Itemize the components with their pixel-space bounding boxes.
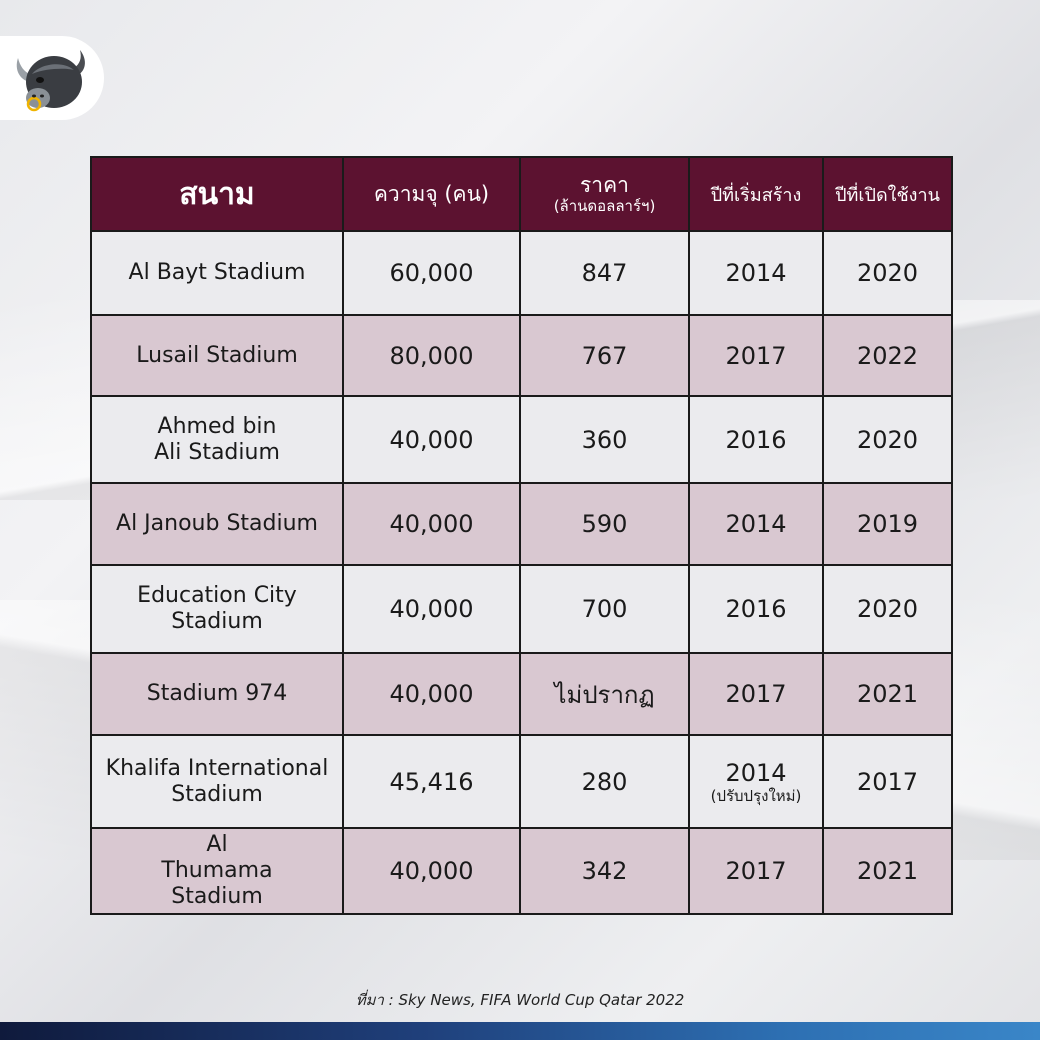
cell-open-year: 2020: [822, 395, 953, 484]
table-header-row: สนาม ความจุ (คน) ราคา (ล้านดอลลาร์ฯ) ปีท…: [90, 156, 953, 232]
header-open-year: ปีที่เปิดใช้งาน: [822, 156, 953, 232]
cell-capacity: 45,416: [342, 734, 521, 829]
table-row: Al Bayt Stadium 60,000 847 2014 2020: [90, 230, 953, 316]
cell-stadium-name: Stadium 974: [90, 652, 344, 736]
cell-price: 360: [519, 395, 690, 484]
table-row: Education City Stadium 40,000 700 2016 2…: [90, 564, 953, 654]
cell-open-year: 2019: [822, 482, 953, 566]
cell-stadium-name: Lusail Stadium: [90, 314, 344, 397]
stadium-table: สนาม ความจุ (คน) ราคา (ล้านดอลลาร์ฯ) ปีท…: [90, 156, 953, 915]
header-start-year: ปีที่เริ่มสร้าง: [688, 156, 824, 232]
cell-price: 280: [519, 734, 690, 829]
cell-start-year-value: 2014: [725, 758, 787, 787]
bottom-bar: [0, 1022, 1040, 1040]
cell-start-year: 2017: [688, 652, 824, 736]
cell-stadium-name: Al Thumama Stadium: [90, 827, 344, 915]
cell-stadium-name: Al Janoub Stadium: [90, 482, 344, 566]
header-price-unit: (ล้านดอลลาร์ฯ): [553, 197, 656, 215]
cell-capacity: 40,000: [342, 482, 521, 566]
cell-stadium-name: Ahmed bin Ali Stadium: [90, 395, 344, 484]
header-price: ราคา (ล้านดอลลาร์ฯ): [519, 156, 690, 232]
cell-price: 700: [519, 564, 690, 654]
logo: [0, 36, 104, 120]
table-row: Lusail Stadium 80,000 767 2017 2022: [90, 314, 953, 397]
cell-start-year: 2017: [688, 827, 824, 915]
cell-open-year: 2022: [822, 314, 953, 397]
cell-price: ไม่ปรากฏ: [519, 652, 690, 736]
cell-capacity: 80,000: [342, 314, 521, 397]
cell-capacity: 40,000: [342, 395, 521, 484]
source-caption: ที่มา : Sky News, FIFA World Cup Qatar 2…: [355, 991, 685, 1009]
table-row: Al Janoub Stadium 40,000 590 2014 2019: [90, 482, 953, 566]
cell-start-year: 2014: [688, 482, 824, 566]
cell-price: 342: [519, 827, 690, 915]
cell-stadium-name: Khalifa International Stadium: [90, 734, 344, 829]
cell-price: 767: [519, 314, 690, 397]
cell-open-year: 2021: [822, 652, 953, 736]
cell-price: 590: [519, 482, 690, 566]
cell-capacity: 40,000: [342, 652, 521, 736]
bull-head-icon: [16, 50, 85, 112]
cell-price: 847: [519, 230, 690, 316]
header-stadium: สนาม: [90, 156, 344, 232]
cell-open-year: 2020: [822, 564, 953, 654]
cell-open-year: 2020: [822, 230, 953, 316]
cell-capacity: 40,000: [342, 564, 521, 654]
table-row: Al Thumama Stadium 40,000 342 2017 2021: [90, 827, 953, 915]
cell-open-year: 2021: [822, 827, 953, 915]
header-price-label: ราคา: [580, 173, 629, 197]
table-row: Ahmed bin Ali Stadium 40,000 360 2016 20…: [90, 395, 953, 484]
cell-stadium-name: Al Bayt Stadium: [90, 230, 344, 316]
cell-start-year-note: (ปรับปรุงใหม่): [710, 786, 802, 805]
cell-start-year: 2016: [688, 564, 824, 654]
cell-start-year: 2016: [688, 395, 824, 484]
cell-stadium-name: Education City Stadium: [90, 564, 344, 654]
table-row: Stadium 974 40,000 ไม่ปรากฏ 2017 2021: [90, 652, 953, 736]
cell-start-year: 2014 (ปรับปรุงใหม่): [688, 734, 824, 829]
cell-start-year: 2017: [688, 314, 824, 397]
cell-open-year: 2017: [822, 734, 953, 829]
cell-capacity: 40,000: [342, 827, 521, 915]
cell-start-year: 2014: [688, 230, 824, 316]
cell-capacity: 60,000: [342, 230, 521, 316]
table-row: Khalifa International Stadium 45,416 280…: [90, 734, 953, 829]
header-capacity: ความจุ (คน): [342, 156, 521, 232]
